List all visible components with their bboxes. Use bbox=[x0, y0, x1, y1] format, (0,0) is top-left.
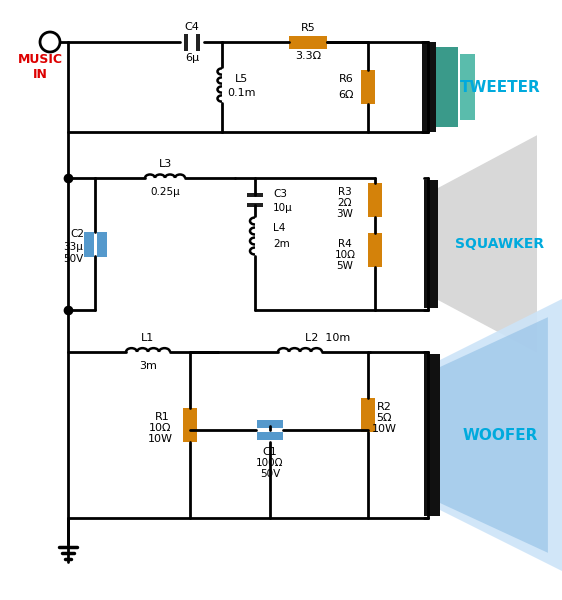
Text: 2Ω: 2Ω bbox=[338, 198, 352, 208]
Text: C1: C1 bbox=[262, 447, 278, 457]
Polygon shape bbox=[438, 135, 537, 353]
Text: 6Ω: 6Ω bbox=[338, 90, 353, 100]
Polygon shape bbox=[440, 317, 548, 553]
Text: WOOFER: WOOFER bbox=[463, 427, 538, 443]
FancyBboxPatch shape bbox=[97, 232, 107, 257]
FancyBboxPatch shape bbox=[183, 408, 197, 442]
Text: L3: L3 bbox=[158, 159, 171, 169]
Text: 5Ω: 5Ω bbox=[376, 413, 392, 423]
Text: 0.25μ: 0.25μ bbox=[150, 187, 180, 197]
FancyBboxPatch shape bbox=[184, 34, 188, 50]
Text: R4: R4 bbox=[338, 239, 352, 249]
Text: R3: R3 bbox=[338, 187, 352, 197]
Text: R1: R1 bbox=[155, 412, 169, 422]
Text: MUSIC
IN: MUSIC IN bbox=[17, 53, 62, 81]
FancyBboxPatch shape bbox=[247, 193, 263, 197]
Text: 0.1m: 0.1m bbox=[228, 88, 256, 98]
FancyBboxPatch shape bbox=[257, 432, 283, 440]
FancyBboxPatch shape bbox=[422, 42, 436, 132]
FancyBboxPatch shape bbox=[361, 398, 375, 432]
FancyBboxPatch shape bbox=[247, 203, 263, 207]
Text: 10Ω: 10Ω bbox=[334, 250, 356, 260]
Polygon shape bbox=[440, 286, 562, 584]
Text: C3: C3 bbox=[273, 189, 287, 199]
Text: 10Ω: 10Ω bbox=[149, 423, 171, 433]
Text: R5: R5 bbox=[301, 23, 315, 33]
FancyBboxPatch shape bbox=[460, 54, 475, 120]
FancyBboxPatch shape bbox=[424, 180, 438, 308]
Text: R2: R2 bbox=[377, 402, 392, 412]
Text: L2  10m: L2 10m bbox=[305, 333, 350, 343]
Text: 3.3Ω: 3.3Ω bbox=[295, 51, 321, 61]
FancyBboxPatch shape bbox=[84, 232, 93, 257]
Text: 3m: 3m bbox=[139, 361, 157, 371]
Text: 3W: 3W bbox=[337, 209, 353, 219]
FancyBboxPatch shape bbox=[436, 47, 458, 127]
Text: 50V: 50V bbox=[260, 469, 280, 479]
Text: TWEETER: TWEETER bbox=[460, 79, 541, 94]
FancyBboxPatch shape bbox=[368, 183, 382, 217]
FancyBboxPatch shape bbox=[196, 34, 200, 50]
FancyBboxPatch shape bbox=[289, 35, 327, 49]
Text: 100Ω: 100Ω bbox=[256, 458, 284, 468]
FancyBboxPatch shape bbox=[361, 70, 375, 104]
Text: 6μ: 6μ bbox=[185, 53, 199, 63]
Text: L5: L5 bbox=[235, 74, 248, 84]
Text: L1: L1 bbox=[142, 333, 155, 343]
Text: 10W: 10W bbox=[371, 424, 397, 434]
Text: SQUAWKER: SQUAWKER bbox=[455, 237, 545, 251]
Text: C2: C2 bbox=[70, 229, 84, 239]
Text: 10W: 10W bbox=[147, 434, 173, 444]
FancyBboxPatch shape bbox=[257, 420, 283, 428]
FancyBboxPatch shape bbox=[368, 233, 382, 267]
Text: 33μ: 33μ bbox=[63, 242, 83, 252]
Text: 10μ: 10μ bbox=[273, 203, 293, 213]
FancyBboxPatch shape bbox=[424, 354, 440, 516]
Text: C4: C4 bbox=[184, 22, 200, 32]
Text: 5W: 5W bbox=[337, 261, 353, 271]
Text: 2m: 2m bbox=[273, 239, 290, 249]
Text: 50V: 50V bbox=[63, 254, 83, 264]
Text: R6: R6 bbox=[339, 74, 353, 84]
Text: L4: L4 bbox=[273, 223, 285, 233]
